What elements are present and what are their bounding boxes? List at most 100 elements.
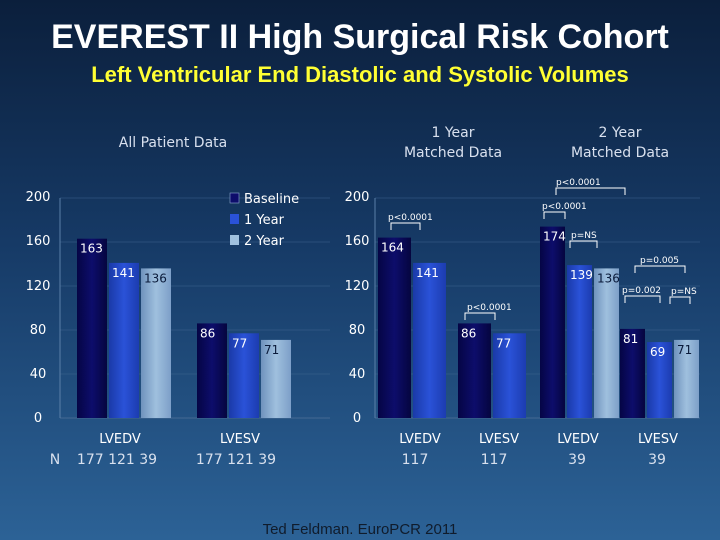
bar-lvedv-baseline <box>540 226 565 418</box>
bracket-line <box>543 211 566 219</box>
bar-lvedv-1-year <box>109 262 139 418</box>
y-tick-label: 160 <box>26 234 51 249</box>
x-label-lvesv: LVESV <box>479 432 519 447</box>
bracket-line <box>464 312 496 320</box>
bar-lvesv-1-year <box>493 333 526 418</box>
significance-bracket: p=0.005 <box>634 256 686 273</box>
x-label-lvedv: LVEDV <box>399 432 441 447</box>
bracket-line <box>669 296 691 304</box>
bar-lvesv-2-year <box>261 339 291 418</box>
data-label: 136 <box>597 271 620 285</box>
p-value-label: p=0.005 <box>640 256 679 266</box>
bracket-line <box>624 295 661 303</box>
bar-lvedv-1-year <box>413 262 446 418</box>
legend: Baseline 1 Year 2 Year <box>229 192 299 249</box>
x-label-lvedv: LVEDV <box>99 432 141 447</box>
legend-swatch-1-year <box>230 214 239 224</box>
legend-label-2-year: 2 Year <box>244 234 285 249</box>
data-label: 81 <box>623 332 638 346</box>
bar-lvesv-1-year <box>647 342 672 418</box>
source-credit: Ted Feldman. EuroPCR 2011 <box>262 521 458 538</box>
x-label-lvedv: LVEDV <box>557 432 599 447</box>
data-label: 164 <box>381 241 404 255</box>
significance-bracket: p<0.0001 <box>464 303 512 320</box>
data-label: 77 <box>496 336 511 350</box>
n-values: 177 121 39 <box>196 452 276 468</box>
p-value-label: p<0.0001 <box>542 202 587 212</box>
significance-bracket: p=NS <box>669 287 697 304</box>
y-tick-label: 40 <box>349 367 366 382</box>
bar-lvesv-2-year <box>674 339 699 418</box>
slide-subtitle: Left Ventricular End Diastolic and Systo… <box>91 62 629 87</box>
significance-bracket: p=NS <box>569 231 598 248</box>
p-value-label: p<0.0001 <box>388 213 433 223</box>
data-label: 69 <box>650 345 665 359</box>
p-value-label: p<0.0001 <box>467 303 512 313</box>
data-label: 77 <box>232 336 247 350</box>
y-tick-label: 0 <box>34 411 42 426</box>
significance-bracket: p<0.0001 <box>542 202 587 219</box>
y-tick-label: 200 <box>26 190 51 205</box>
data-label: 71 <box>264 343 279 357</box>
header-all-patient-data: All Patient Data <box>119 135 227 151</box>
p-value-label: p=0.002 <box>622 286 661 296</box>
data-label: 86 <box>200 326 215 340</box>
data-label: 71 <box>677 343 692 357</box>
y-tick-label: 80 <box>30 323 47 338</box>
significance-bracket: p<0.0001 <box>555 178 626 195</box>
data-label: 141 <box>416 266 439 280</box>
bar-lvesv-baseline <box>197 323 227 418</box>
bracket-line <box>555 187 626 195</box>
legend-label-baseline: Baseline <box>244 192 299 207</box>
x-label-lvesv: LVESV <box>638 432 678 447</box>
bar-lvesv-baseline <box>458 323 491 418</box>
header-2-year-line1: 2 Year <box>599 125 642 141</box>
n-values: 39 <box>648 452 666 468</box>
bar-lvesv-1-year <box>229 333 259 418</box>
y-tick-label: 80 <box>349 323 366 338</box>
significance-brackets: p<0.0001 p<0.0001 p<0.0001 p<0.0001 p=NS p=0.… <box>388 178 697 320</box>
n-values: 117 <box>402 452 429 468</box>
bar-lvedv-baseline <box>77 238 107 418</box>
n-values: 39 <box>568 452 586 468</box>
header-1-year-line1: 1 Year <box>432 125 475 141</box>
bar-lvedv-1-year <box>567 265 592 418</box>
bar-lvedv-2-year <box>141 268 171 418</box>
n-row-label: N <box>50 452 60 468</box>
slide-title: EVEREST II High Surgical Risk Cohort <box>51 18 669 56</box>
y-tick-label: 200 <box>345 190 370 205</box>
bracket-line <box>569 240 598 248</box>
header-1-year-line2: Matched Data <box>404 145 502 161</box>
y-tick-label: 160 <box>345 234 370 249</box>
bracket-line <box>390 222 421 230</box>
p-value-label: p=NS <box>671 287 697 297</box>
y-tick-label: 0 <box>353 411 361 426</box>
n-values: 117 <box>481 452 508 468</box>
x-label-lvesv: LVESV <box>220 432 260 447</box>
y-tick-label: 120 <box>26 279 51 294</box>
p-value-label: p=NS <box>571 231 597 241</box>
y-axis-chart-1: 200 160 120 80 40 0 <box>26 190 51 426</box>
legend-label-1-year: 1 Year <box>244 213 285 228</box>
header-2-year-line2: Matched Data <box>571 145 669 161</box>
data-label: 86 <box>461 326 476 340</box>
bar-lvedv-2-year <box>594 268 619 418</box>
bar-lvedv-baseline <box>378 237 411 418</box>
bracket-line <box>634 265 686 273</box>
significance-bracket: p<0.0001 <box>388 213 433 230</box>
y-tick-label: 40 <box>30 367 47 382</box>
legend-swatch-baseline <box>229 192 240 204</box>
data-label: 136 <box>144 271 167 285</box>
significance-bracket: p=0.002 <box>622 286 661 303</box>
p-value-label: p<0.0001 <box>556 178 601 188</box>
data-label: 174 <box>543 230 566 244</box>
n-values: 177 121 39 <box>77 452 157 468</box>
data-label: 139 <box>570 268 593 282</box>
data-label: 163 <box>80 242 103 256</box>
bar-lvesv-baseline <box>620 328 645 418</box>
data-label: 141 <box>112 266 135 280</box>
bars: 163 141 136 86 77 71 164 141 86 77 174 139 136 81 69 71 <box>77 226 699 418</box>
legend-swatch-2-year <box>230 235 239 245</box>
y-axis-chart-2: 200 160 120 80 40 0 <box>345 190 370 426</box>
